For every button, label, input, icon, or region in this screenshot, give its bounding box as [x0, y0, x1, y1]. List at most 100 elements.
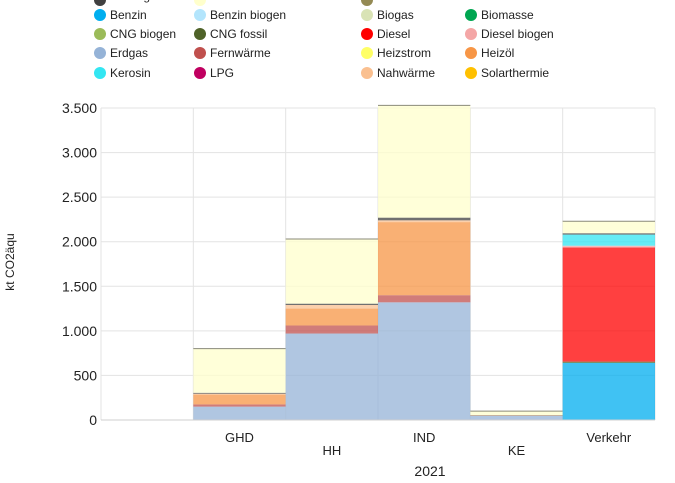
legend-marker: [361, 28, 373, 40]
bar-segment[interactable]: [286, 309, 378, 326]
legend-label: Diesel biogen: [481, 27, 554, 41]
legend-label: Benzin biogen: [210, 8, 286, 22]
legend-item[interactable]: Diesel: [361, 27, 410, 41]
bar-stack[interactable]: [470, 411, 562, 420]
legend-label: Heizstrom: [377, 46, 431, 60]
legend-item[interactable]: Diesel biogen: [465, 27, 554, 41]
bar-segment[interactable]: [563, 248, 655, 362]
y-tick-label: 1.500: [62, 278, 97, 294]
legend-marker: [194, 9, 206, 21]
bar-segment[interactable]: [378, 218, 470, 221]
bar-segment[interactable]: [563, 363, 655, 420]
x-tick-label: Verkehr: [586, 430, 631, 445]
legend-marker: [361, 9, 373, 21]
bar-segment[interactable]: [563, 362, 655, 363]
legend-item[interactable]: Heizstrom: [361, 46, 431, 60]
bar-segment[interactable]: [378, 220, 470, 222]
bar-stack[interactable]: [193, 349, 285, 420]
bar-segment[interactable]: [563, 233, 655, 234]
legend-marker: [361, 0, 373, 6]
legend-item[interactable]: Kerosin: [94, 66, 151, 80]
bar-segment[interactable]: [193, 393, 285, 394]
legend-item[interactable]: Fernwärme: [194, 46, 271, 60]
x-tick-label: GHD: [225, 430, 254, 445]
bar-segment[interactable]: [563, 221, 655, 233]
legend-item[interactable]: Erdgas: [94, 46, 148, 60]
bar-segment[interactable]: [193, 395, 285, 405]
legend-label: Biomasse: [481, 8, 534, 22]
x-tick-label: IND: [413, 430, 435, 445]
bar-segment[interactable]: [563, 235, 655, 246]
bar-stack[interactable]: [286, 239, 378, 420]
y-axis-label: kt CO2äqu: [3, 233, 17, 290]
legend: Benzin Benzin biogen Biogas Biomasse CNG bio…: [94, 0, 554, 80]
bar-segment[interactable]: [378, 295, 470, 302]
legend-item[interactable]: Umweltwärme: [361, 0, 453, 6]
legend-item[interactable]: CNG biogen: [94, 27, 176, 41]
legend-marker: [465, 67, 477, 79]
bar-segment[interactable]: [193, 404, 285, 406]
legend-item[interactable]: Benzin: [94, 8, 147, 22]
legend-marker: [94, 67, 106, 79]
legend-marker: [94, 47, 106, 59]
bar-segment[interactable]: [470, 411, 562, 415]
legend-label: Nahwärme: [377, 66, 435, 80]
bar-segment[interactable]: [563, 246, 655, 248]
legend-label: LPG: [210, 66, 234, 80]
legend-item[interactable]: Solarthermie: [465, 66, 549, 80]
x-axis-label: 2021: [414, 463, 445, 478]
legend-item[interactable]: Benzin biogen: [194, 8, 286, 22]
legend-marker: [94, 0, 106, 6]
legend-label: Strom: [210, 0, 242, 3]
legend-marker: [94, 28, 106, 40]
bar-segment[interactable]: [286, 334, 378, 420]
legend-marker: [194, 67, 206, 79]
bar-segment[interactable]: [286, 305, 378, 309]
legend-item[interactable]: CNG fossil: [194, 27, 267, 41]
bar-segment[interactable]: [286, 304, 378, 305]
bar-segment[interactable]: [470, 416, 562, 420]
bar-segment[interactable]: [378, 105, 470, 217]
legend-label: Umweltwärme: [377, 0, 453, 3]
x-tick-label: KE: [508, 443, 526, 458]
bar-segment[interactable]: [378, 302, 470, 420]
y-tick-label: 2.000: [62, 234, 97, 250]
legend-label: Solarthermie: [481, 66, 549, 80]
bar-segment[interactable]: [378, 222, 470, 295]
legend-item[interactable]: Heizöl: [465, 46, 514, 60]
legend-item[interactable]: Biogas: [361, 8, 414, 22]
bar-segment[interactable]: [286, 239, 378, 304]
y-tick-label: 3.500: [62, 100, 97, 116]
legend-item[interactable]: Biomasse: [465, 8, 534, 22]
bar-stack[interactable]: [563, 221, 655, 420]
legend-marker: [194, 28, 206, 40]
y-tick-label: 1.000: [62, 323, 97, 339]
legend-marker: [465, 9, 477, 21]
legend-marker: [465, 28, 477, 40]
legend-label: Fernwärme: [210, 46, 271, 60]
legend-marker: [465, 47, 477, 59]
y-tick-label: 3.000: [62, 145, 97, 161]
legend-item[interactable]: Strom: [194, 0, 242, 6]
legend-label: Heizöl: [481, 46, 514, 60]
legend-marker: [94, 9, 106, 21]
bar-segment[interactable]: [193, 394, 285, 395]
bar-segment[interactable]: [193, 407, 285, 420]
y-tick-label: 2.500: [62, 189, 97, 205]
x-tick-label: HH: [322, 443, 341, 458]
legend-marker: [361, 47, 373, 59]
legend-label: CNG fossil: [210, 27, 267, 41]
legend-label: Diesel: [377, 27, 410, 41]
bar-stack[interactable]: [378, 105, 470, 420]
legend-label: Benzin: [110, 8, 147, 22]
legend-item[interactable]: LPG: [194, 66, 234, 80]
legend-label: CNG biogen: [110, 27, 176, 41]
bar-segment[interactable]: [286, 326, 378, 334]
legend-item[interactable]: Nahwärme: [361, 66, 435, 80]
legend-label: Erdgas: [110, 46, 148, 60]
bar-segment[interactable]: [193, 349, 285, 393]
legend-label: Kerosin: [110, 66, 151, 80]
y-tick-label: 0: [89, 412, 97, 428]
